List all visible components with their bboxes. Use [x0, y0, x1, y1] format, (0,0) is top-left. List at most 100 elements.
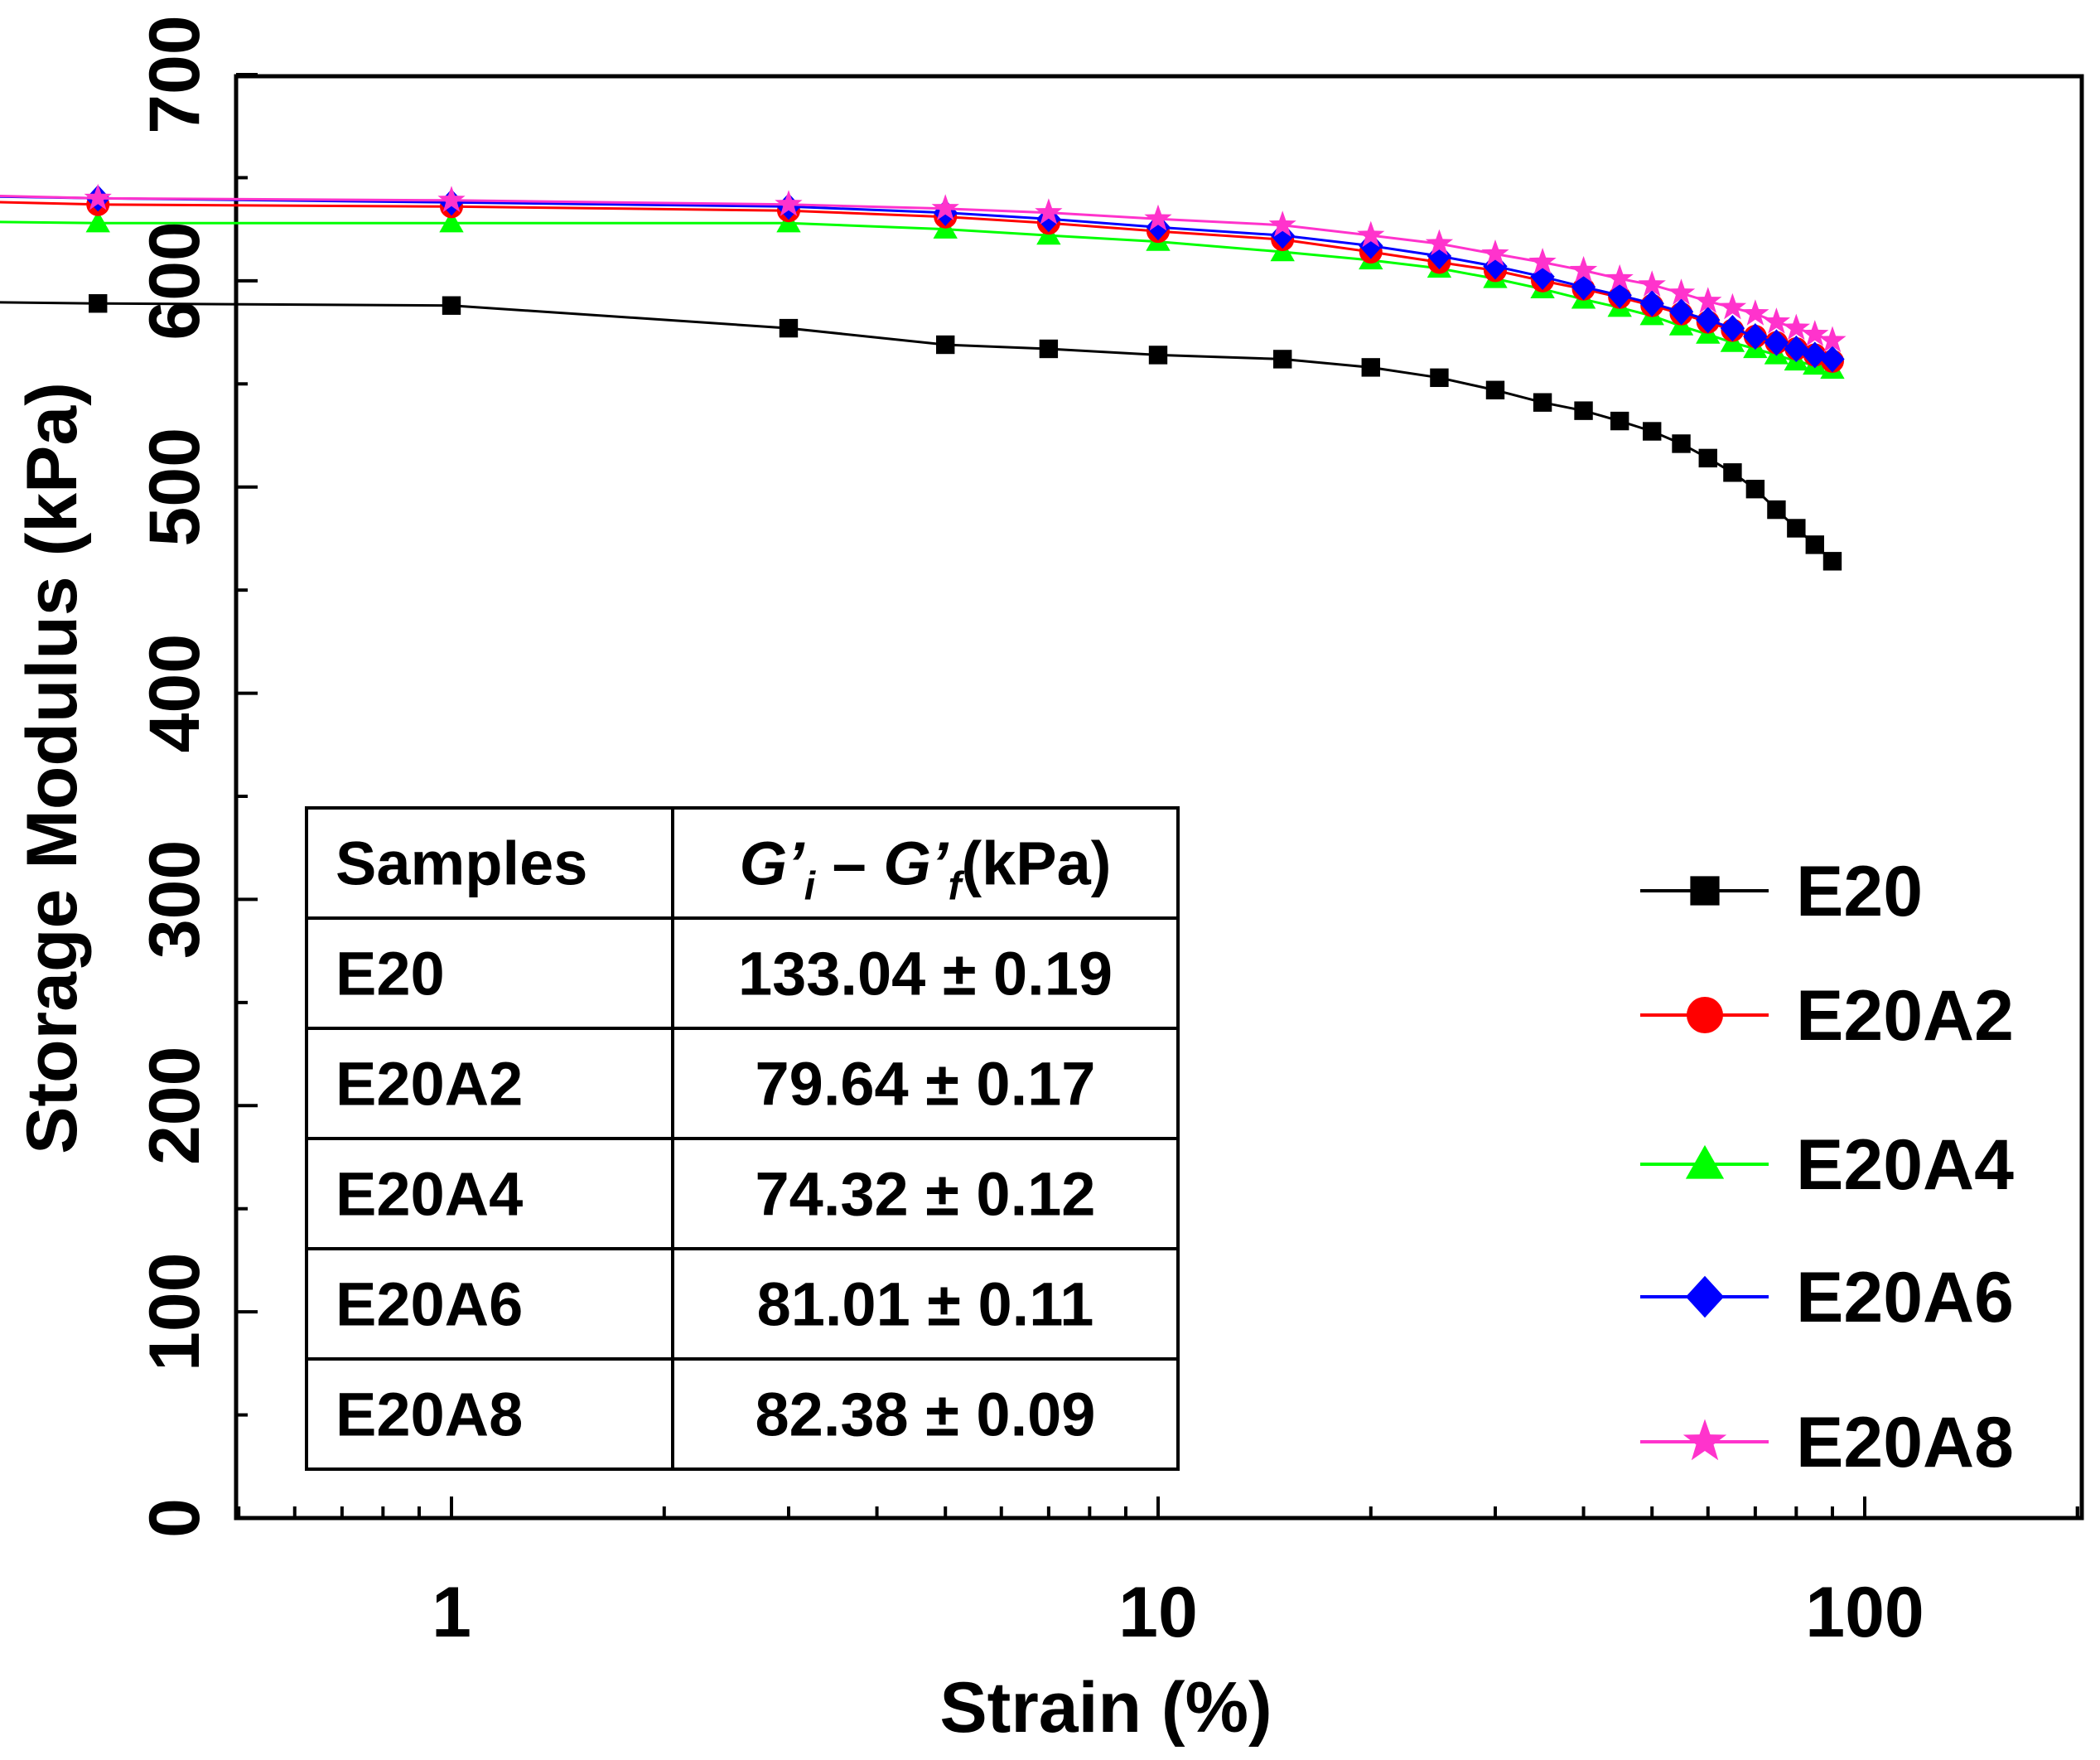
data-point — [1801, 320, 1829, 346]
legend-marker — [1687, 997, 1723, 1033]
table-cell-value: 74.32 ± 0.12 — [756, 1160, 1096, 1229]
x-axis-title: Strain (%) — [939, 1668, 1272, 1748]
y-axis-title: Storage Modulus (kPa) — [12, 382, 92, 1154]
series-layer — [0, 183, 1847, 571]
y-tick-label: 600 — [135, 221, 215, 341]
data-point — [1741, 299, 1769, 326]
data-point — [1723, 463, 1742, 482]
legend-item-e20a6: E20A6 — [1640, 1258, 2014, 1337]
data-point — [1144, 204, 1172, 231]
table-cell-value: 81.01 ± 0.11 — [757, 1270, 1094, 1339]
table-header-samples: Samples — [336, 829, 587, 898]
data-point — [1696, 307, 1721, 334]
data-point — [1039, 339, 1059, 359]
data-point — [1762, 307, 1791, 334]
data-point — [1822, 552, 1842, 571]
table-cell-value: 82.38 ± 0.09 — [756, 1380, 1096, 1449]
y-tick-label: 0 — [135, 1498, 215, 1538]
legend-label: E20A2 — [1796, 976, 2014, 1056]
x-tick-label: 1 — [432, 1573, 471, 1652]
table-cell-sample: E20A6 — [336, 1270, 523, 1339]
legend-label: E20A8 — [1796, 1403, 2014, 1482]
legend-marker — [1682, 1419, 1727, 1461]
table-cell-value: 79.64 ± 0.17 — [756, 1050, 1096, 1119]
x-tick-label: 10 — [1118, 1573, 1198, 1652]
table-cell-sample: E20A8 — [336, 1380, 523, 1449]
data-point — [1667, 278, 1696, 305]
data-point — [1427, 242, 1452, 270]
legend-label: E20A4 — [1796, 1125, 2014, 1205]
x-tick-label: 100 — [1805, 1573, 1924, 1652]
legend-item-e20a4: E20A4 — [1640, 1125, 2014, 1205]
legend-marker — [1685, 1275, 1725, 1318]
data-point — [1605, 264, 1634, 291]
data-point — [1782, 313, 1810, 341]
data-point — [1720, 314, 1745, 342]
data-point — [1359, 232, 1383, 259]
data-point — [437, 186, 466, 212]
data-point — [1357, 220, 1385, 248]
data-point — [1273, 350, 1292, 369]
data-point — [439, 210, 464, 233]
y-tick-label: 400 — [135, 634, 215, 753]
data-point — [931, 194, 959, 220]
data-point — [1694, 287, 1722, 313]
data-point — [1485, 380, 1505, 399]
legend-marker — [1690, 876, 1720, 906]
data-point — [1698, 448, 1717, 468]
legend-item-e20a2: E20A2 — [1640, 976, 2014, 1056]
data-point — [1574, 401, 1593, 420]
data-point — [1805, 535, 1824, 554]
table-cell-sample: E20A4 — [336, 1160, 523, 1229]
legend-marker — [1685, 1144, 1725, 1179]
data-point — [936, 335, 955, 355]
inset-table: Samples G’i – G’f(kPa) E20 133.04 ± 0.19 E20… — [305, 806, 1180, 1471]
data-point — [1668, 298, 1694, 326]
data-point — [1639, 290, 1664, 317]
data-point — [1481, 239, 1509, 266]
data-point — [1743, 322, 1768, 351]
data-point — [1036, 205, 1061, 233]
table-cell-sample: E20 — [336, 940, 445, 1008]
data-point — [1767, 500, 1786, 520]
data-point — [1784, 335, 1809, 363]
legend: E20 E20A2 E20A4 E20A6 E20A8 — [1640, 852, 2014, 1482]
data-point — [1533, 393, 1552, 412]
data-point — [1787, 519, 1806, 538]
table-cell-sample: E20A2 — [336, 1050, 523, 1119]
data-point — [1361, 358, 1380, 377]
y-tick-label: 200 — [135, 1047, 215, 1166]
y-tick-label: 700 — [135, 15, 215, 134]
series-e20a8 — [0, 183, 1847, 353]
legend-item-e20a8: E20A8 — [1640, 1403, 2014, 1482]
data-point — [1672, 434, 1691, 453]
data-point — [1818, 326, 1847, 353]
data-point — [1803, 341, 1827, 369]
y-axis-ticks: 0 100 200 300 400 500 600 700 — [135, 15, 258, 1538]
data-point — [442, 296, 461, 315]
data-point — [1643, 422, 1662, 441]
y-tick-label: 100 — [135, 1252, 215, 1371]
data-point — [1270, 222, 1295, 249]
y-tick-label: 500 — [135, 428, 215, 547]
legend-label: E20 — [1796, 852, 1923, 931]
legend-item-e20: E20 — [1640, 852, 1923, 931]
data-point — [85, 210, 110, 233]
data-point — [1718, 293, 1747, 320]
data-point — [84, 183, 112, 210]
data-point — [89, 294, 108, 313]
data-point — [1610, 411, 1629, 431]
data-point — [1820, 346, 1845, 373]
data-point — [1569, 255, 1598, 283]
data-point — [1638, 270, 1666, 297]
data-point — [1148, 346, 1168, 365]
series-e20 — [0, 294, 1842, 571]
data-point — [779, 318, 799, 338]
data-point — [1035, 198, 1063, 225]
table-cell-value: 133.04 ± 0.19 — [738, 940, 1113, 1008]
data-point — [775, 190, 803, 216]
data-point — [1268, 210, 1296, 237]
data-point — [1745, 480, 1765, 499]
